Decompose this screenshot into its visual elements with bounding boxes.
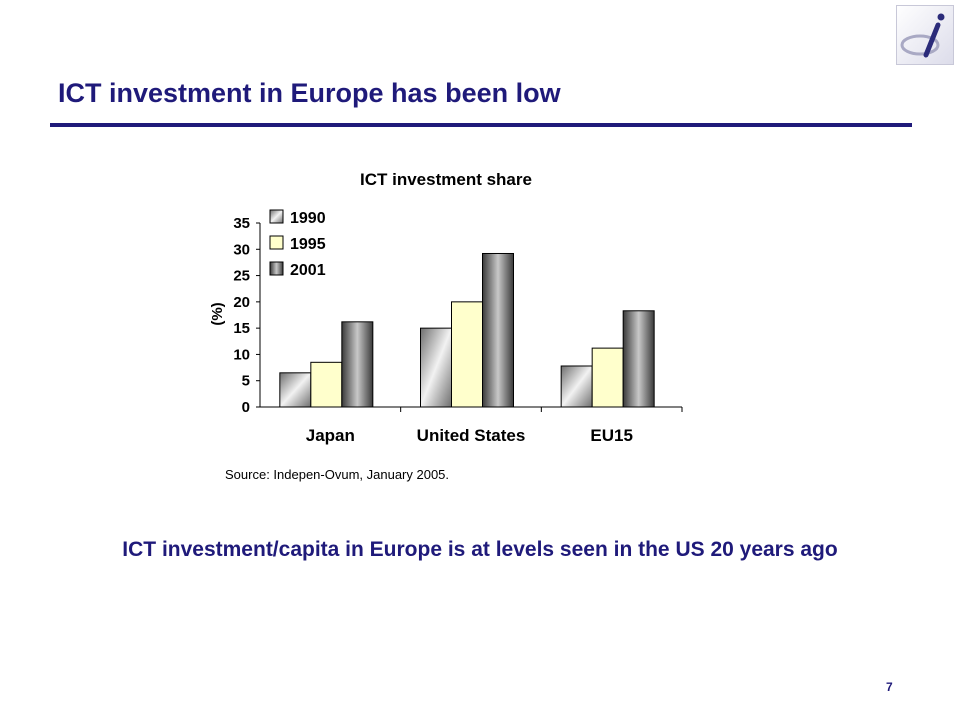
logo-icon: [896, 5, 954, 65]
legend-label: 1995: [290, 236, 326, 253]
y-tick-label: 20: [233, 294, 250, 311]
legend-swatch-1990: [269, 209, 284, 224]
legend-label: 1990: [290, 210, 326, 227]
bar-chart: 0 5 10 15 20 25 30 35 (%) Japan United States EU15 1…: [209, 209, 683, 445]
legend-swatch-1995: [269, 235, 284, 250]
slide-title: ICT investment in Europe has been low: [58, 78, 561, 108]
bar-1990-eu15: [560, 365, 593, 408]
bar-1995-eu15: [591, 347, 624, 408]
bar-1995-united-states: [451, 301, 483, 408]
y-axis-label: (%): [209, 302, 226, 325]
legend-swatch-2001: [269, 261, 284, 276]
y-tick-label: 25: [233, 268, 250, 285]
chart-container: ICT investment share 0 5 10 15 20 25 30 35 (%) Ja…: [180, 160, 740, 460]
category-label: Japan: [306, 426, 355, 445]
y-tick-label: 5: [242, 373, 250, 390]
y-tick-label: 10: [233, 346, 250, 363]
y-tick-label: 0: [242, 399, 250, 416]
category-label: EU15: [590, 426, 633, 445]
category-label: United States: [417, 426, 526, 445]
bar-1990-united-states: [420, 327, 452, 408]
y-tick-label: 30: [233, 241, 250, 258]
bar-2001-united-states: [482, 252, 514, 408]
y-tick-label: 35: [233, 215, 250, 232]
bar-2001-japan: [341, 321, 374, 408]
legend-label: 2001: [290, 262, 326, 279]
key-message: ICT investment/capita in Europe is at le…: [122, 538, 838, 561]
bar-1995-japan: [310, 361, 343, 408]
bar-2001-eu15: [622, 310, 655, 408]
source-note: Source: Indepen-Ovum, January 2005.: [225, 467, 450, 482]
bar-1990-japan: [279, 372, 312, 408]
title-divider: [50, 123, 912, 127]
y-tick-label: 15: [233, 320, 250, 337]
page-number: 7: [886, 680, 893, 694]
chart-title: ICT investment share: [360, 170, 532, 189]
